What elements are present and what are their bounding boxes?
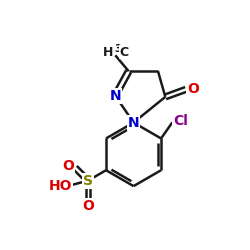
Text: N: N [128, 116, 139, 130]
Text: Cl: Cl [174, 114, 188, 128]
Text: N: N [110, 89, 121, 103]
Text: HO: HO [49, 179, 72, 193]
Text: C: C [120, 46, 129, 59]
Text: S: S [83, 174, 93, 188]
Text: H: H [102, 46, 113, 59]
Text: O: O [62, 160, 74, 173]
Text: 3: 3 [114, 44, 121, 54]
Text: O: O [187, 82, 199, 96]
Text: O: O [82, 199, 94, 213]
